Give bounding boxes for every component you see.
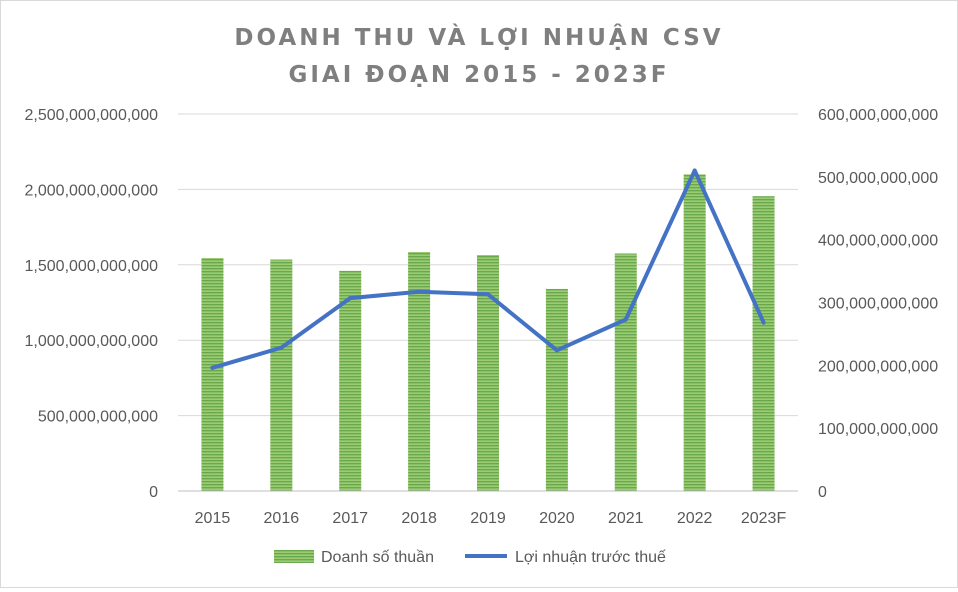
legend-swatch-bar xyxy=(274,550,314,563)
x-tick-label: 2018 xyxy=(401,510,437,527)
line-point xyxy=(348,296,353,301)
x-tick-label: 2021 xyxy=(608,510,644,527)
bar xyxy=(339,270,362,491)
x-tick-label: 2020 xyxy=(539,510,575,527)
y-right-tick-label: 100,000,000,000 xyxy=(818,421,938,438)
line-point xyxy=(554,348,559,353)
x-tick-label: 2019 xyxy=(470,510,506,527)
x-tick-label: 2022 xyxy=(677,510,713,527)
bar xyxy=(408,251,431,491)
bar xyxy=(477,254,499,491)
y-left-tick-label: 1,500,000,000,000 xyxy=(25,258,159,275)
bar-series xyxy=(201,174,775,491)
legend-label-profit: Lợi nhuận trước thuế xyxy=(515,549,666,566)
bar xyxy=(614,253,637,491)
line-point xyxy=(279,345,284,350)
bar xyxy=(683,174,706,491)
x-tick-label: 2023F xyxy=(741,510,787,527)
bar xyxy=(752,196,775,491)
y-right-tick-label: 0 xyxy=(818,484,827,501)
y-right-tick-label: 400,000,000,000 xyxy=(818,233,938,250)
y-left-tick-label: 2,000,000,000,000 xyxy=(25,182,159,199)
line-point xyxy=(623,317,628,322)
line-point xyxy=(692,168,697,173)
y-right-tick-label: 300,000,000,000 xyxy=(818,296,938,313)
y-right-tick-label: 200,000,000,000 xyxy=(818,358,938,375)
line-series xyxy=(210,168,766,370)
x-tick-label: 2015 xyxy=(195,510,231,527)
line-point xyxy=(761,320,766,325)
line-point xyxy=(210,365,215,370)
legend: Doanh số thuần Lợi nhuận trước thuế xyxy=(274,549,666,566)
y-left-tick-label: 0 xyxy=(149,484,158,501)
y-left-tick-label: 500,000,000,000 xyxy=(38,409,158,426)
line-point xyxy=(486,292,490,297)
y-left-tick-label: 1,000,000,000,000 xyxy=(25,333,159,350)
y-right-tick-label: 500,000,000,000 xyxy=(818,170,938,187)
bar xyxy=(545,288,568,491)
x-tick-label: 2016 xyxy=(264,510,300,527)
y-left-tick-label: 2,500,000,000,000 xyxy=(25,107,159,124)
y-right-tick-label: 600,000,000,000 xyxy=(818,107,938,124)
line-point xyxy=(417,289,422,294)
bar xyxy=(201,258,224,491)
bar xyxy=(270,259,293,491)
chart-subtitle: GIAI ĐOẠN 2015 - 2023F xyxy=(289,62,670,88)
legend-label-revenue: Doanh số thuần xyxy=(321,549,434,566)
axes: 0 500,000,000,000 1,000,000,000,000 1,500,0… xyxy=(25,107,939,527)
x-tick-label: 2017 xyxy=(332,510,368,527)
chart-title: DOANH THU VÀ LỢI NHUẬN CSV xyxy=(234,23,723,51)
